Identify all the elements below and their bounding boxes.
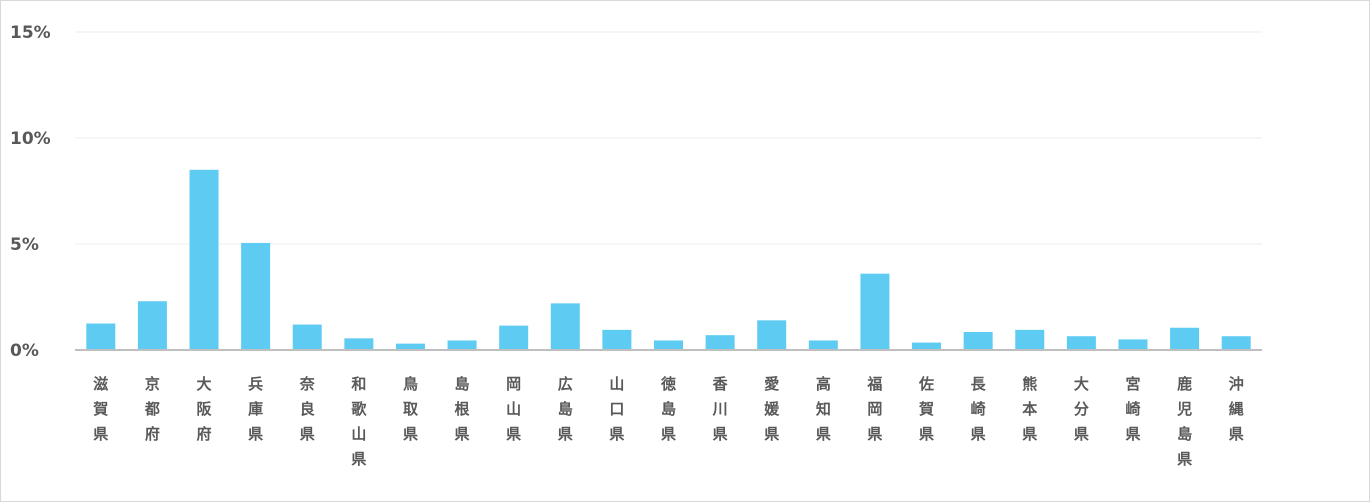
bar-13 [757,320,787,350]
bar-2 [189,169,219,350]
x-category-label: 鳥取県 [403,375,419,443]
bar-17 [963,331,993,350]
x-category-label: 和歌山県 [351,375,367,468]
x-category-label: 沖縄県 [1229,375,1244,443]
bar-12 [705,335,735,350]
bar-9 [550,303,580,350]
x-category-label: 高知県 [816,375,831,443]
x-category-label: 鹿児島県 [1176,375,1192,468]
gridlines [75,31,1262,245]
bar-20 [1118,339,1148,350]
x-category-label: 香川県 [712,375,728,443]
y-tick-label: 15% [10,23,51,43]
x-category-label: 島根県 [455,375,470,443]
x-category-label: 岡山県 [506,375,521,443]
x-category-label: 熊本県 [1022,375,1037,443]
bar-3 [241,242,271,350]
x-category-label: 奈良県 [299,375,316,443]
bar-0 [86,323,116,350]
bar-18 [1015,329,1045,350]
x-category-label: 宮崎県 [1125,375,1140,443]
bar-5 [344,338,374,350]
x-category-label: 愛媛県 [763,375,780,443]
bar-14 [808,340,838,350]
bar-4 [292,324,322,350]
y-axis-tick-labels: 0% 5% 10% 15% [10,23,51,361]
bar-19 [1066,336,1096,350]
x-category-label: 山口県 [609,375,624,443]
y-tick-label: 10% [10,129,51,149]
x-axis-category-labels: 滋賀県 京都府 大阪府 兵庫県 奈良県 和歌山県 鳥取県 島根県 岡山県 広島県 山口県 徳島県 香川県… [92,375,1243,468]
x-category-label: 京都府 [144,375,160,443]
x-category-label: 徳島県 [660,375,676,443]
x-category-label: 大阪府 [197,375,213,443]
x-category-label: 広島県 [558,375,573,443]
x-category-label: 大分県 [1074,375,1089,443]
bars [86,169,1251,350]
bar-15 [860,273,890,350]
bar-7 [447,340,477,350]
bar-11 [654,340,683,350]
x-category-label: 佐賀県 [918,375,934,443]
x-category-label: 兵庫県 [248,375,263,443]
x-category-label: 滋賀県 [92,375,108,443]
y-tick-label: 0% [10,341,39,361]
bar-22 [1221,336,1251,350]
x-category-label: 長崎県 [971,375,987,443]
bar-1 [137,301,167,350]
bar-16 [912,342,942,350]
bar-6 [395,343,425,350]
bar-8 [499,325,529,350]
y-tick-label: 5% [10,235,39,255]
bar-21 [1170,327,1200,350]
x-category-label: 福岡県 [866,375,882,443]
bar-10 [602,329,632,350]
